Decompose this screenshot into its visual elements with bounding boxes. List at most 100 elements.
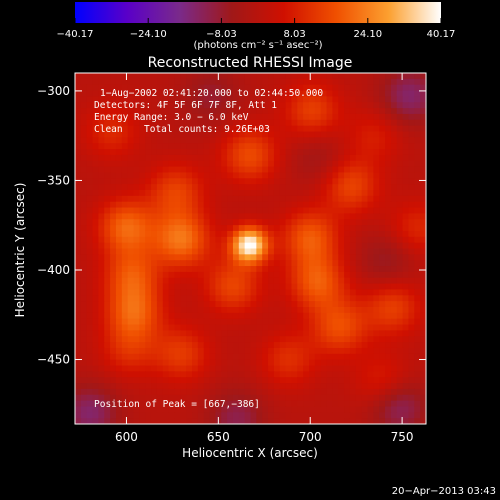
heatmap-cell [75, 190, 82, 197]
heatmap-cell [221, 271, 228, 279]
heatmap-cell [244, 324, 252, 331]
heatmap-cell [402, 324, 410, 331]
heatmap-cell [256, 347, 263, 355]
heatmap-cell [115, 353, 123, 361]
heatmap-cell [238, 418, 246, 424]
heatmap-cell [414, 359, 421, 367]
heatmap-cell [238, 283, 246, 291]
heatmap-cell [361, 201, 369, 209]
heatmap-cell [256, 318, 263, 326]
heatmap-cell [98, 383, 105, 390]
heatmap-cell [297, 242, 304, 250]
heatmap-cell [414, 230, 421, 238]
heatmap-cell [262, 195, 269, 203]
heatmap-cell [396, 213, 404, 220]
heatmap-cell [75, 307, 82, 314]
heatmap-cell [303, 230, 310, 238]
heatmap-cell [203, 260, 211, 267]
heatmap-cell [145, 406, 152, 413]
heatmap-cell [314, 301, 322, 308]
heatmap-cell [232, 312, 240, 320]
heatmap-cell [262, 289, 269, 296]
heatmap-cell [367, 353, 374, 361]
heatmap-cell [291, 178, 298, 185]
heatmap-cell [186, 172, 193, 179]
heatmap-cell [303, 336, 310, 343]
heatmap-cell [75, 230, 82, 238]
heatmap-cell [151, 225, 158, 232]
heatmap-cell [162, 418, 170, 424]
heatmap-cell [326, 166, 333, 174]
heatmap-cell [367, 113, 374, 121]
heatmap-cell [186, 353, 193, 361]
heatmap-cell [367, 230, 374, 238]
heatmap-cell [408, 365, 415, 372]
heatmap-cell [227, 149, 234, 156]
heatmap-cell [408, 312, 415, 320]
heatmap-cell [232, 119, 240, 127]
heatmap-cell [390, 359, 398, 367]
heatmap-cell [203, 248, 211, 255]
heatmap-cell [414, 125, 421, 133]
heatmap-cell [326, 154, 333, 162]
heatmap-cell [414, 312, 421, 320]
heatmap-cell [192, 324, 199, 331]
heatmap-cell [174, 154, 181, 162]
heatmap-cell [180, 406, 187, 413]
heatmap-cell [80, 213, 88, 220]
heatmap-cell [197, 190, 205, 197]
heatmap-cell [414, 307, 421, 314]
heatmap-cell [192, 289, 199, 296]
heatmap-cell [367, 295, 374, 302]
heatmap-cell [349, 131, 357, 138]
heatmap-cell [408, 254, 415, 261]
heatmap-cell [379, 353, 386, 361]
heatmap-cell [291, 254, 298, 261]
heatmap-cell [121, 125, 129, 133]
heatmap-cell [326, 330, 333, 337]
heatmap-cell [297, 312, 304, 320]
heatmap-cell [80, 78, 88, 86]
heatmap-cell [151, 371, 158, 378]
heatmap-cell [279, 137, 287, 144]
heatmap-cell [168, 365, 176, 372]
heatmap-cell [373, 400, 380, 408]
heatmap-cell [273, 84, 281, 92]
heatmap-cell [396, 172, 404, 179]
heatmap-cell [104, 394, 111, 402]
heatmap-cell [332, 289, 339, 296]
heatmap-cell [320, 84, 328, 92]
heatmap-cell [285, 400, 293, 408]
heatmap-cell [303, 90, 310, 97]
heatmap-cell [385, 295, 392, 302]
heatmap-cell [396, 248, 404, 255]
heatmap-cell [379, 90, 386, 97]
heatmap-cell [408, 289, 415, 296]
heatmap-cell [390, 73, 398, 80]
heatmap-cell [303, 113, 310, 121]
heatmap-cell [209, 96, 216, 103]
heatmap-cell [297, 400, 304, 408]
heatmap-cell [244, 102, 252, 109]
heatmap-cell [256, 96, 263, 103]
heatmap-cell [192, 184, 199, 191]
heatmap-cell [256, 388, 263, 396]
heatmap-cell [367, 131, 374, 138]
heatmap-cell [314, 78, 322, 86]
heatmap-cell [291, 125, 298, 133]
heatmap-cell [355, 213, 363, 220]
heatmap-cell [139, 230, 146, 238]
heatmap-cell [414, 219, 421, 226]
heatmap-cell [127, 365, 135, 372]
heatmap-cell [168, 102, 176, 109]
heatmap-cell [115, 166, 123, 174]
heatmap-cell [273, 324, 281, 331]
heatmap-cell [344, 266, 351, 273]
heatmap-cell [285, 96, 293, 103]
heatmap-cell [297, 225, 304, 232]
heatmap-cell [344, 178, 351, 185]
heatmap-cell [180, 318, 187, 326]
heatmap-cell [309, 365, 316, 372]
heatmap-cell [151, 160, 158, 168]
heatmap-cell [133, 113, 140, 121]
